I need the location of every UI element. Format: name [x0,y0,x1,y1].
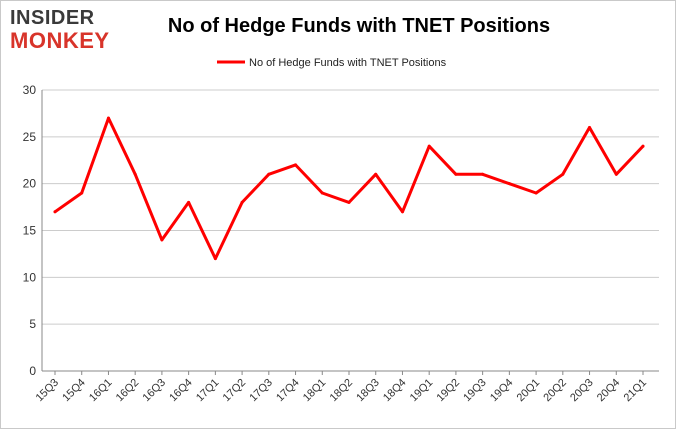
data-point-15Q3 [53,210,57,214]
data-point-21Q1 [641,144,645,148]
x-tick-label: 15Q4 [60,377,88,405]
x-tick-label: 16Q3 [141,377,169,405]
x-tick-label: 15Q3 [34,377,62,405]
x-tick-label: 17Q4 [274,377,302,405]
x-tick-label: 19Q2 [435,377,463,405]
y-tick-label: 10 [23,270,37,284]
x-tick-label: 20Q3 [568,377,596,405]
data-point-17Q4 [294,163,298,167]
x-tick-label: 17Q3 [247,377,275,405]
logo-line-1: INSIDER [10,7,95,29]
data-point-17Q1 [213,257,217,261]
x-tick-label: 16Q1 [87,377,115,405]
data-point-19Q2 [454,172,458,176]
data-point-20Q3 [588,125,592,129]
x-tick-label: 18Q2 [328,377,356,405]
data-point-19Q3 [481,172,485,176]
x-tick-label: 16Q4 [167,377,195,405]
x-tick-label: 20Q4 [595,377,623,405]
x-tick-label: 21Q1 [622,377,650,405]
data-point-18Q2 [347,200,351,204]
data-point-18Q3 [374,172,378,176]
insider-monkey-logo: INSIDER MONKEY [10,8,130,52]
y-tick-label: 30 [23,83,37,97]
legend-label: No of Hedge Funds with TNET Positions [249,57,447,69]
x-tick-label: 16Q2 [114,377,142,405]
logo-line-2: MONKEY [10,28,110,53]
x-tick-label: 19Q1 [408,377,436,405]
y-tick-label: 5 [29,317,36,331]
x-tick-label: 17Q2 [221,377,249,405]
data-point-17Q2 [240,200,244,204]
x-tick-label: 18Q3 [354,377,382,405]
x-tick-label: 19Q3 [461,377,489,405]
y-tick-label: 20 [23,177,37,191]
series-line [53,116,645,261]
data-point-16Q3 [160,238,164,242]
data-point-20Q4 [614,172,618,176]
chart-title: No of Hedge Funds with TNET Positions [167,15,551,37]
data-point-16Q2 [133,172,137,176]
data-point-15Q4 [80,191,84,195]
data-point-16Q4 [187,200,191,204]
data-point-18Q1 [320,191,324,195]
y-tick-label: 0 [29,364,36,378]
y-tick-label: 15 [23,224,37,238]
x-tick-label: 18Q4 [381,377,409,405]
x-tick-label: 18Q1 [301,377,329,405]
x-tick-label: 17Q1 [194,377,222,405]
data-point-19Q1 [427,144,431,148]
data-point-20Q1 [534,191,538,195]
data-point-18Q4 [400,210,404,214]
x-tick-label: 20Q2 [541,377,569,405]
y-tick-label: 25 [23,130,37,144]
data-point-16Q1 [106,116,110,120]
data-point-17Q3 [267,172,271,176]
data-point-19Q4 [507,182,511,186]
x-tick-label: 20Q1 [515,377,543,405]
data-point-20Q2 [561,172,565,176]
x-tick-label: 19Q4 [488,377,516,405]
